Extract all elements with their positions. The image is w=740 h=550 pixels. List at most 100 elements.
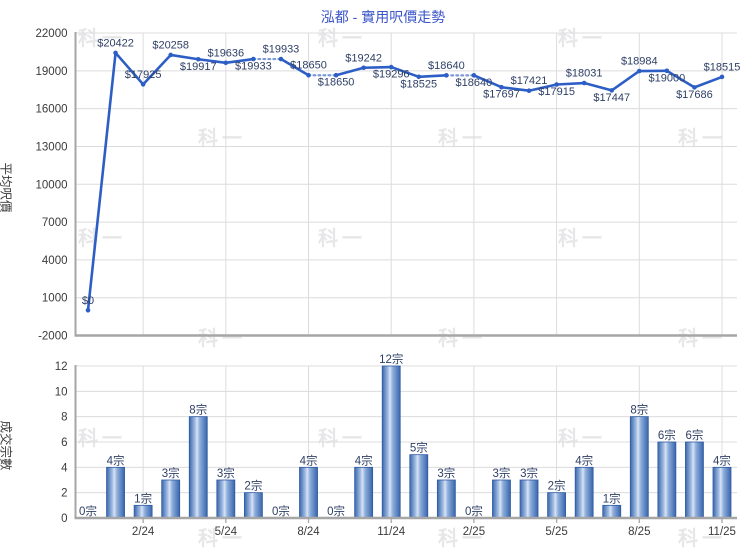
price-line-segment: [500, 85, 531, 93]
count-bar-label: 0宗: [327, 504, 345, 518]
y-axis-title-count: 成交宗數: [0, 420, 13, 471]
price-point: [388, 64, 394, 70]
watermark: 科一: [678, 128, 726, 150]
x-tick-label: 2/25: [463, 526, 485, 538]
watermark: 科一: [198, 528, 246, 550]
count-bar-label: 0宗: [79, 504, 97, 518]
y-tick-label: 2: [61, 488, 67, 500]
count-bar-label: 0宗: [272, 504, 290, 518]
count-bar-label: 4宗: [713, 453, 731, 467]
price-point: [168, 52, 173, 58]
y-tick-label: -2000: [38, 331, 67, 343]
price-line-segment: [334, 66, 365, 77]
price-point: [113, 50, 118, 56]
price-point: [195, 56, 201, 62]
x-tick-label: 5/25: [545, 526, 567, 538]
count-bar: [492, 479, 511, 519]
count-bar: [381, 365, 401, 519]
count-bar-label: 3宗: [437, 466, 455, 480]
price-point-label: $19242: [345, 52, 382, 64]
price-point: [416, 74, 422, 80]
y-tick-label: 22000: [36, 28, 68, 40]
y-tick-label: 10: [55, 386, 68, 398]
count-bar: [712, 466, 732, 519]
price-point-label: $19933: [263, 44, 300, 56]
price-point-label: $18640: [428, 60, 465, 72]
count-bar-label: 4宗: [575, 453, 593, 467]
price-point-label: $17421: [511, 75, 548, 87]
count-bar-label: 3宗: [520, 466, 538, 480]
x-tick-label: 8/24: [297, 526, 320, 538]
watermark: 科一: [78, 228, 126, 250]
price-point-label: $18640: [456, 77, 493, 89]
price-point: [223, 60, 229, 66]
price-line-segment: [224, 57, 255, 65]
price-line-segment: [472, 74, 503, 89]
price-point-label: $17925: [125, 69, 162, 81]
price-line-segment: [527, 83, 558, 93]
price-point-label: $19000: [649, 72, 686, 84]
price-point: [306, 72, 311, 78]
price-point-label: $17447: [593, 92, 630, 104]
price-point-label: $18650: [318, 77, 355, 89]
count-bar: [161, 479, 181, 519]
y-tick-label: 4: [61, 462, 68, 474]
count-bar-label: 3宗: [217, 466, 235, 480]
watermark: 科一: [318, 428, 366, 450]
count-bar-label: 12宗: [379, 352, 403, 366]
watermark: 科一: [198, 328, 246, 350]
count-bar: [106, 466, 125, 519]
price-point-label: $19917: [180, 61, 217, 73]
price-point: [526, 88, 532, 94]
price-point: [499, 84, 504, 90]
price-point: [581, 80, 587, 86]
price-line-segment: [86, 51, 117, 312]
count-bar: [547, 492, 567, 519]
count-bar: [602, 504, 622, 519]
watermark: 科一: [438, 128, 486, 150]
price-point-label: $18525: [400, 78, 437, 90]
y-axis-title-price: 平均呎價: [0, 162, 13, 213]
y-tick-label: 1000: [42, 293, 68, 305]
count-bar: [685, 441, 704, 519]
count-bar-label: 6宗: [685, 428, 703, 442]
price-line-segment: [169, 53, 200, 61]
price-point-label: $17915: [538, 86, 575, 98]
y-tick-label: 0: [61, 513, 67, 525]
x-tick-label: 11/25: [708, 526, 736, 538]
count-bar-label: 4宗: [355, 453, 373, 467]
watermark: 科一: [558, 228, 606, 250]
y-tick-label: 4000: [42, 255, 68, 267]
count-bar-label: 2宗: [244, 479, 262, 493]
price-line-segment: [610, 69, 641, 92]
price-point: [333, 72, 339, 78]
count-bar-label: 4宗: [107, 453, 125, 467]
count-bar: [188, 416, 208, 519]
count-bar-label: 1宗: [134, 491, 152, 505]
price-point: [692, 85, 697, 90]
count-bar: [629, 416, 649, 519]
price-point: [471, 73, 477, 78]
price-line-segment: [582, 81, 614, 92]
count-bar: [574, 466, 594, 519]
price-point-label: $18650: [290, 60, 327, 72]
count-bar: [436, 479, 456, 519]
price-point-label: $19636: [207, 47, 244, 59]
price-point-label: $17686: [676, 89, 713, 101]
x-tick-label: 2/24: [132, 526, 155, 538]
watermark: 科一: [438, 528, 486, 550]
count-bar-label: 5宗: [410, 441, 428, 455]
count-bar-label: 2宗: [548, 479, 566, 493]
y-tick-label: 8: [61, 412, 67, 424]
watermark: 科一: [78, 428, 126, 450]
count-bar: [657, 441, 677, 519]
count-bar: [243, 492, 263, 519]
count-bar: [409, 454, 429, 519]
price-line-segment: [417, 74, 448, 79]
price-line-segment: [279, 57, 310, 77]
count-bar-label: 6宗: [658, 428, 676, 442]
y-tick-label: 12: [55, 361, 68, 373]
price-point-label: $20258: [152, 39, 189, 51]
x-tick-label: 11/24: [377, 526, 406, 538]
